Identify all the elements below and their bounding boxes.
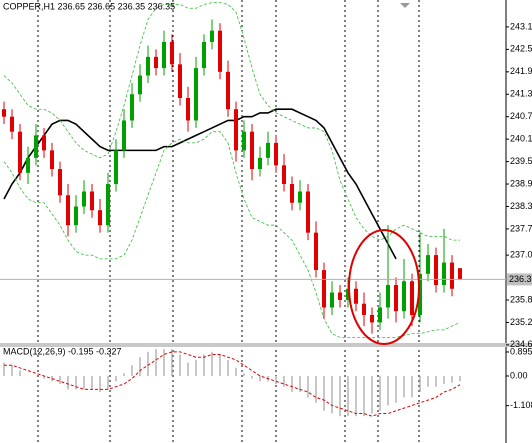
indicator-line <box>3 108 397 260</box>
last-price-box <box>507 273 532 286</box>
candle-body <box>378 307 382 323</box>
candle-body <box>394 285 398 312</box>
candle-body <box>138 75 142 95</box>
candle-body <box>322 270 326 308</box>
candle-body <box>426 255 430 274</box>
candle-body <box>178 64 182 98</box>
candle-body <box>266 142 270 158</box>
pane-separator <box>0 343 532 347</box>
y-tick-label: 238.3 <box>510 201 532 211</box>
y-tick-label: 237.0 <box>510 249 532 259</box>
y-tick-label: 237.7 <box>510 223 532 233</box>
candle-body <box>442 262 446 286</box>
y-tick-label: 242.5 <box>510 44 532 54</box>
y-tick-label: 235.2 <box>510 317 532 327</box>
candle-body <box>242 131 246 151</box>
candle-body <box>186 98 190 121</box>
candle-body <box>18 131 22 173</box>
indicator-line <box>3 2 460 241</box>
candle-body <box>250 131 254 170</box>
candle-body <box>82 191 86 207</box>
candle-body <box>354 288 358 304</box>
y-tick-label: 238.9 <box>510 178 532 188</box>
candle-body <box>418 273 422 315</box>
candle-body <box>370 314 374 323</box>
candle-body <box>386 285 390 308</box>
candle-body <box>346 288 350 300</box>
candle-body <box>450 262 454 289</box>
candle-body <box>306 191 310 233</box>
y-tick-label: 243.1 <box>510 21 532 31</box>
y-tick-label: 240.7 <box>510 111 532 121</box>
candle-body <box>226 71 230 110</box>
candle-body <box>434 255 438 286</box>
candle-body <box>42 135 46 151</box>
candle-body <box>290 184 294 203</box>
indicator-line <box>4 351 461 417</box>
candle-body <box>146 56 150 76</box>
candle-body <box>458 268 462 280</box>
plot-layer: 243.1 242.5 241.9 241.3 240.7 240.1 239.5 238.9… <box>0 2 532 417</box>
candle-body <box>338 292 342 300</box>
y-tick-label: 0.00 <box>510 370 528 380</box>
highlight-ellipse <box>348 229 420 345</box>
y-tick-label: 239.5 <box>510 156 532 166</box>
candle-body <box>10 116 14 132</box>
y-tick-label: 241.9 <box>510 66 532 76</box>
scroll-icon[interactable] <box>400 3 410 8</box>
y-tick-label: 240.1 <box>510 134 532 144</box>
candle-body <box>402 281 406 312</box>
last-price-label: 236.35 <box>509 274 532 284</box>
y-tick-label: 235.8 <box>510 294 532 304</box>
candle-body <box>314 232 318 271</box>
y-tick-label: 241.3 <box>510 89 532 99</box>
candle-body <box>90 191 94 211</box>
y-tick-label: 234.6 <box>510 339 532 349</box>
candle-body <box>154 56 158 69</box>
candle-body <box>26 157 30 173</box>
candle-body <box>50 150 54 170</box>
candle-body <box>298 191 302 203</box>
candle-body <box>274 142 278 166</box>
candle-body <box>2 109 6 117</box>
candle-body <box>170 41 174 65</box>
candle-body <box>66 195 70 226</box>
candle-body <box>98 210 102 226</box>
candle-body <box>106 184 110 226</box>
candle-body <box>218 30 222 72</box>
candle-body <box>330 292 334 308</box>
candle-body <box>202 41 206 69</box>
candle-body <box>114 150 118 185</box>
chart-title: COPPER,H1 236.65 236.65 236.35 236.35 <box>3 1 175 11</box>
candle-body <box>234 109 238 151</box>
candle-body <box>362 303 366 315</box>
candle-body <box>162 41 166 69</box>
candle-body <box>410 281 414 315</box>
candle-body <box>258 157 262 170</box>
candle-body <box>130 94 134 121</box>
y-tick-label: -1.108 <box>510 400 532 410</box>
candle-body <box>210 30 214 42</box>
indicator-line <box>3 131 461 338</box>
candle-body <box>74 206 78 226</box>
y-tick-label: 0.895 <box>510 346 532 356</box>
candle-body <box>58 169 62 196</box>
candle-body <box>282 165 286 185</box>
candle-body <box>34 135 38 158</box>
indicator-title: MACD(12,26,9) -0.195 -0.327 <box>3 346 122 356</box>
candle-body <box>194 68 198 121</box>
candle-body <box>122 120 126 151</box>
